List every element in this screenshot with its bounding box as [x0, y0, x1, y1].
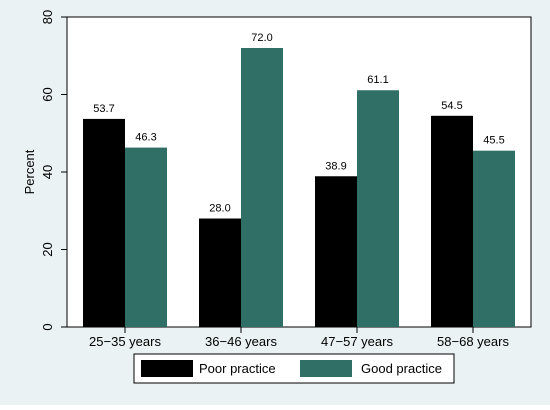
legend: Poor practice Good practice	[133, 353, 455, 384]
y-tick-label: 0	[40, 323, 55, 330]
y-tick-label: 60	[40, 87, 55, 101]
x-axis: 25−35 years 36−46 years 47−57 years 58−68 y…	[67, 326, 531, 349]
y-tick-label: 80	[40, 10, 55, 24]
y-tick-label: 20	[40, 242, 55, 256]
bar	[125, 147, 167, 327]
y-axis: 0 20 40 60 80 Percent	[22, 10, 68, 331]
x-ticks: 25−35 years 36−46 years 47−57 years 58−68 y…	[89, 327, 509, 349]
bar-labels: 53.7 46.3 28.0 72.0 38.9 61.1 54.5 45.5	[93, 32, 504, 215]
bar	[241, 48, 283, 327]
x-tick-label: 36−46 years	[205, 334, 277, 349]
bar-value-label: 45.5	[483, 135, 504, 147]
bar-value-label: 53.7	[93, 103, 114, 115]
legend-label: Good practice	[361, 361, 442, 376]
y-tick-label: 40	[40, 165, 55, 179]
bar	[431, 115, 473, 327]
y-ticks: 0 20 40 60 80	[40, 10, 67, 331]
bar	[83, 118, 125, 327]
legend-label: Poor practice	[199, 361, 276, 376]
bar-value-label: 28.0	[209, 203, 230, 215]
bar	[199, 218, 241, 327]
x-tick-label: 47−57 years	[321, 334, 393, 349]
legend-swatch	[141, 360, 193, 377]
bar	[315, 176, 357, 327]
x-tick-label: 58−68 years	[437, 334, 509, 349]
bar-value-label: 72.0	[251, 32, 272, 44]
bar-value-label: 54.5	[441, 100, 462, 112]
y-axis-label: Percent	[22, 149, 37, 194]
bars	[83, 48, 515, 327]
bar-value-label: 38.9	[325, 160, 346, 172]
x-tick-label: 25−35 years	[89, 334, 161, 349]
bar	[473, 150, 515, 327]
legend-swatch	[300, 360, 352, 377]
bar-value-label: 46.3	[135, 132, 156, 144]
bar-value-label: 61.1	[367, 74, 388, 86]
bar	[357, 90, 399, 327]
legend-items: Poor practice Good practice	[141, 360, 442, 377]
